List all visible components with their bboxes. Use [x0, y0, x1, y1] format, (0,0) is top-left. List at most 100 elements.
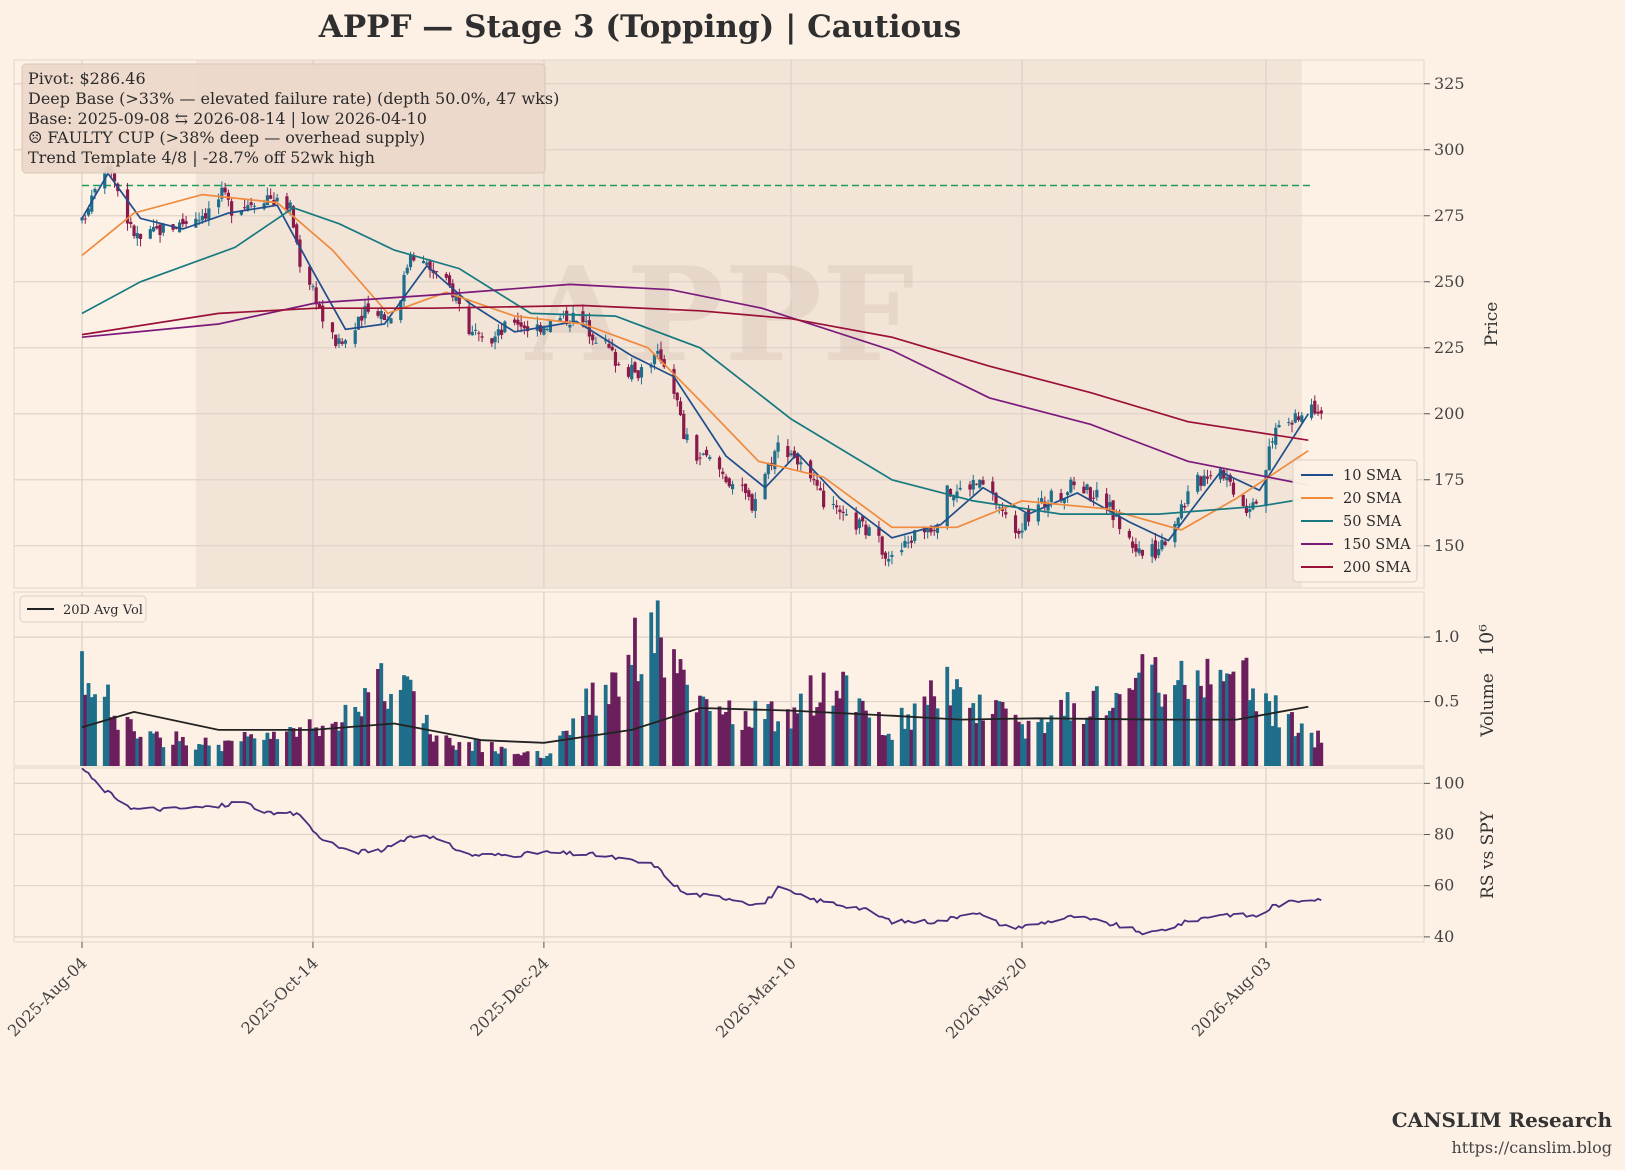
legend-label: 150 SMA [1343, 537, 1411, 553]
volume-bar [584, 688, 589, 766]
candle-body [1062, 498, 1066, 503]
candle-body [932, 530, 936, 532]
volume-bar [1150, 664, 1155, 766]
volume-bar [219, 751, 224, 766]
volume-bar [997, 701, 1002, 766]
volume-bar [1085, 717, 1089, 766]
candle-body [204, 213, 208, 219]
legend-label: 20D Avg Vol [63, 603, 143, 618]
volume-bar [981, 720, 985, 766]
candle-body [809, 460, 813, 479]
volume-bar [431, 741, 436, 766]
candle-body [1069, 479, 1073, 493]
candle-body [1290, 422, 1294, 425]
volume-bar [626, 654, 631, 766]
candle-body [230, 201, 234, 216]
rs-gridlines [14, 768, 1424, 942]
candle-body [314, 287, 318, 305]
volume-bar [1270, 725, 1275, 766]
candle-body [1205, 476, 1210, 479]
volume-bar [698, 695, 702, 766]
candle-body [786, 446, 790, 458]
candle-body [226, 192, 230, 200]
volume-bar [311, 728, 315, 766]
candle-body [617, 364, 621, 366]
candle-body [467, 306, 471, 335]
candle-body [1241, 495, 1245, 507]
candle-body [981, 480, 985, 485]
candle-body [493, 336, 497, 343]
volume-bar [291, 728, 296, 766]
volume-bar [831, 705, 836, 766]
candle-body [1251, 502, 1255, 510]
volume-bar [772, 731, 777, 766]
volume-bar [903, 728, 907, 766]
candle-body [581, 311, 585, 323]
candle-body [584, 320, 588, 322]
volume-bar [1020, 724, 1024, 766]
candle-body [1231, 482, 1236, 495]
y-tick-label: 275 [1434, 206, 1465, 225]
price-y-label: Price [1482, 302, 1502, 347]
candle-body [363, 306, 367, 319]
volume-bar [561, 731, 566, 766]
candle-body [796, 454, 800, 465]
volume-bar [678, 659, 683, 766]
volume-bar [1202, 697, 1207, 766]
candle-body [1043, 501, 1047, 507]
volume-bar [109, 717, 114, 766]
candle-body [197, 220, 201, 222]
candle-body [974, 483, 979, 485]
candle-body [994, 492, 998, 505]
volume-bar [1088, 716, 1093, 766]
candle-body [217, 199, 221, 208]
volume-bar [1218, 669, 1223, 766]
volume-bar [470, 750, 475, 766]
legend-label: 20 SMA [1343, 491, 1402, 507]
volume-bar [564, 730, 569, 766]
volume-bar [519, 755, 524, 766]
candle-body [695, 435, 699, 461]
candle-body [701, 453, 705, 455]
candle-body [1163, 541, 1167, 545]
candle-body [340, 341, 344, 344]
candle-body [1196, 474, 1200, 492]
volume-bar [613, 672, 618, 766]
volume-bar [977, 694, 982, 766]
volume-bar [811, 715, 816, 766]
volume-bar [1163, 694, 1168, 766]
volume-bar [785, 709, 790, 766]
candle-body [503, 321, 507, 333]
candle-body [343, 340, 348, 344]
sma-legend: 10 SMA 20 SMA 50 SMA 150 SMA 200 SMA [1292, 459, 1418, 583]
volume-bar [1039, 717, 1044, 766]
volume-bar [1254, 711, 1259, 766]
candle-body [125, 189, 130, 224]
candle-body [1309, 404, 1314, 418]
volume-bar [499, 746, 504, 766]
volume-bar [1107, 710, 1112, 766]
candle-body [948, 489, 953, 497]
candle-body [194, 218, 198, 228]
x-tick-label: 2026-Aug-03 [1188, 953, 1275, 1040]
volume-bar [242, 732, 247, 766]
candle-body [558, 318, 562, 322]
y-tick-label: 100 [1434, 773, 1465, 792]
candle-body [773, 451, 777, 470]
candle-body [246, 205, 250, 211]
candle-body [565, 310, 569, 325]
footer-url: https://canslim.blog [1451, 1138, 1612, 1157]
volume-bar [239, 741, 244, 766]
volume-bar [489, 742, 494, 766]
candle-body [496, 329, 500, 336]
candle-body [630, 364, 634, 380]
volume-bar [727, 700, 732, 766]
chart-title: APPF — Stage 3 (Topping) | Cautious [318, 9, 961, 45]
price-y-axis: 150 175 200 225 250 275 300 325 [1424, 74, 1465, 555]
volume-bar [272, 731, 276, 766]
candle-body [955, 491, 959, 499]
candle-body [649, 365, 653, 368]
volume-bar [890, 739, 894, 766]
candle-body [1209, 475, 1213, 477]
volume-bar [515, 753, 520, 766]
